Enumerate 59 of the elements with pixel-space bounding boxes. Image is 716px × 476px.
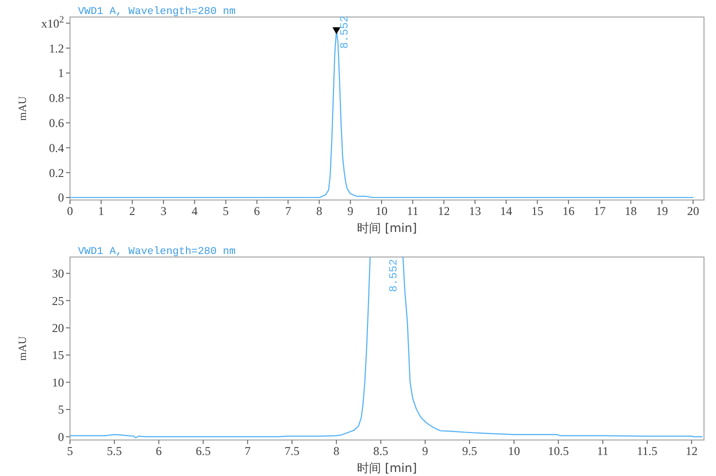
x-tick-label: 16: [562, 204, 574, 218]
x-tick-label: 10: [376, 204, 388, 218]
y-axis-title: mAU: [17, 336, 29, 361]
x-tick-label: 7: [285, 204, 292, 218]
annotation: 8.552: [388, 259, 400, 292]
x-tick-label: 4: [192, 204, 198, 218]
x-tick-label: 7: [244, 444, 251, 458]
x-tick-label: 19: [656, 204, 668, 218]
y-tick-label: 25: [52, 294, 64, 308]
y-tick-label: 15: [52, 348, 64, 362]
x-tick-label: 10: [508, 444, 520, 458]
y-tick-label: 20: [52, 321, 64, 336]
x-tick-label: 13: [469, 204, 482, 218]
x-tick-label: 0: [67, 204, 73, 218]
x-tick-label: 7.5: [284, 444, 300, 458]
x-tick-label: 12: [438, 204, 450, 218]
x-tick-label: 10.5: [548, 444, 569, 458]
x-tick-label: 8: [316, 204, 322, 218]
x-tick-label: 5: [222, 204, 229, 218]
x-tick-label: 8.5: [373, 444, 388, 458]
x-tick-label: 9.5: [462, 444, 478, 458]
annotation: 8.552: [339, 16, 352, 49]
x-tick-label: 9: [422, 444, 428, 458]
y-tick-label: 1: [58, 66, 64, 80]
x-tick-label: 5: [67, 444, 73, 458]
y-tick-label: 0.8: [49, 91, 64, 106]
y-tick-label: 1.2: [49, 41, 64, 56]
y-tick-label: 30: [52, 266, 64, 281]
x-tick-label: 3: [160, 204, 166, 218]
x-tick-label: 11.5: [636, 444, 658, 458]
x-tick-label: 9: [347, 204, 354, 218]
y-axis-title: mAU: [17, 96, 29, 121]
y-tick-label: 0.4: [49, 140, 64, 155]
x-tick-label: 11: [406, 204, 418, 218]
x-tick-label: 11: [596, 444, 609, 458]
x-tick-label: 2: [129, 204, 136, 218]
y-tick-label: 0: [58, 430, 64, 444]
y-tick-label: 5: [58, 402, 64, 417]
y-tick-label: 0.6: [49, 116, 64, 130]
y-tick-label: 0: [58, 190, 64, 205]
x-axis-title: 时间 [min]: [357, 461, 417, 475]
x-axis-title: 时间 [min]: [357, 221, 417, 235]
y-tick-label: x10$^{2}$: [41, 14, 64, 30]
chart-title: VWD1 A, Wavelength=280 nm: [78, 6, 236, 18]
x-tick-label: 1: [98, 204, 104, 218]
x-tick-label: 18: [624, 204, 637, 218]
x-tick-label: 14: [500, 204, 512, 218]
x-tick-label: 5.5: [106, 444, 122, 458]
y-tick-label: 10: [52, 375, 64, 390]
x-tick-label: 12: [686, 444, 698, 458]
x-tick-label: 8: [333, 444, 340, 458]
y-tick-label: 0.2: [49, 166, 64, 180]
chart-title: VWD1 A, Wavelength=280 nm: [78, 246, 236, 258]
x-tick-label: 15: [531, 204, 544, 218]
x-tick-label: 20: [687, 204, 700, 218]
x-tick-label: 6: [156, 444, 162, 458]
x-tick-label: 6.5: [196, 444, 211, 458]
x-tick-label: 17: [594, 204, 606, 218]
x-tick-label: 6: [254, 204, 260, 218]
